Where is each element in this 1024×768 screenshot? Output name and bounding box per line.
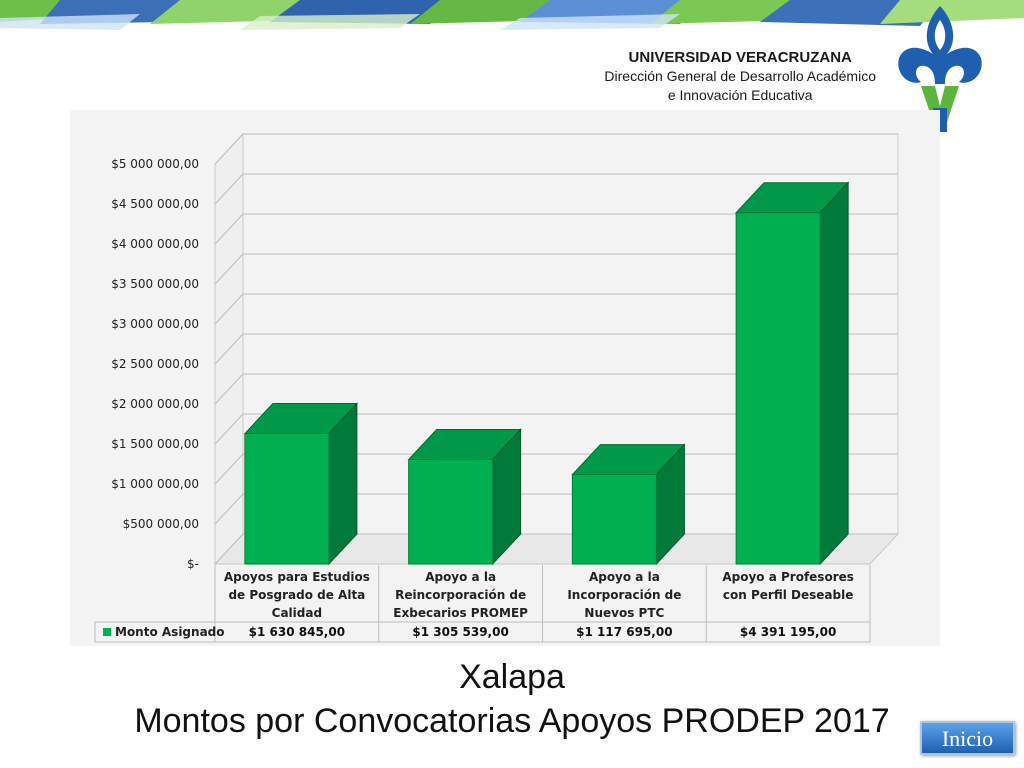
department-line-1: Dirección General de Desarrollo Académic… (604, 68, 876, 84)
gridline (214, 173, 898, 205)
bar-front (571, 474, 657, 565)
bar (571, 443, 686, 566)
page-title: Montos por Convocatorias Apoyos PRODEP 2… (134, 702, 890, 740)
y-tick-label: $1 500 000,00 (111, 437, 199, 451)
y-tick-label: $2 500 000,00 (111, 357, 199, 371)
chart-bars (243, 181, 850, 566)
y-tick-label: $3 500 000,00 (111, 277, 199, 291)
gridline (214, 333, 898, 365)
inicio-button[interactable]: Inicio (920, 721, 1015, 755)
header-stripes (0, 0, 1024, 30)
bar (734, 181, 850, 566)
gridline (214, 413, 898, 445)
category-label: con Perfil Deseable (723, 588, 853, 602)
data-value-label: $4 391 195,00 (740, 625, 836, 639)
bar-side (819, 181, 849, 566)
y-tick-label: $1 000 000,00 (111, 477, 199, 491)
category-label: Apoyo a la (425, 570, 496, 584)
category-label: Exbecarios PROMEP (393, 606, 528, 620)
category-label: de Posgrado de Alta (228, 588, 365, 602)
data-value-label: $1 117 695,00 (576, 625, 672, 639)
gridline (214, 213, 898, 245)
y-tick-label: $5 000 000,00 (111, 157, 199, 171)
data-value-label: $1 630 845,00 (249, 625, 345, 639)
bar (407, 428, 522, 566)
university-name: UNIVERSIDAD VERACRUZANA (628, 49, 852, 66)
y-tick-label: $- (187, 557, 199, 571)
gridline (214, 253, 898, 285)
chart-panel: $- $500 000,00 $1 000 000,00 $1 500 000,00 $… (70, 110, 940, 646)
y-tick-label: $4 000 000,00 (111, 237, 199, 251)
y-tick-label: $4 500 000,00 (111, 197, 199, 211)
gridline (214, 373, 898, 405)
bar-chart: $- $500 000,00 $1 000 000,00 $1 500 000,00 $… (94, 132, 900, 643)
category-label: Reincorporación de (395, 588, 526, 602)
university-header: UNIVERSIDAD VERACRUZANA Dirección Genera… (604, 48, 876, 105)
y-tick-label: $2 000 000,00 (111, 397, 199, 411)
y-tick-label: $3 000 000,00 (111, 317, 199, 331)
chart-data-table: Monto Asignado Apoyos para Estudios de Pos… (94, 565, 871, 643)
category-label: Incorporación de (567, 588, 681, 602)
category-label: Calidad (272, 606, 322, 620)
city-heading: Xalapa (459, 658, 565, 696)
bar-front (735, 212, 821, 565)
y-tick-label: $500 000,00 (123, 517, 199, 531)
category-label: Apoyos para Estudios (224, 570, 370, 584)
bar-front (408, 459, 494, 565)
y-axis-tick-labels: $- $500 000,00 $1 000 000,00 $1 500 000,00 $… (111, 157, 199, 571)
bar (243, 402, 359, 566)
legend-swatch (103, 628, 111, 636)
legend-label: Monto Asignado (115, 625, 225, 639)
category-label: Apoyo a la (589, 570, 660, 584)
category-label: Apoyo a Profesores (722, 570, 854, 584)
header-decoration (0, 0, 1024, 30)
gridline (214, 133, 898, 165)
data-value-label: $1 305 539,00 (412, 625, 508, 639)
bar-front (244, 433, 330, 565)
category-label: Nuevos PTC (584, 606, 664, 620)
department-line-2: e Innovación Educativa (667, 87, 813, 103)
gridline (214, 293, 898, 325)
